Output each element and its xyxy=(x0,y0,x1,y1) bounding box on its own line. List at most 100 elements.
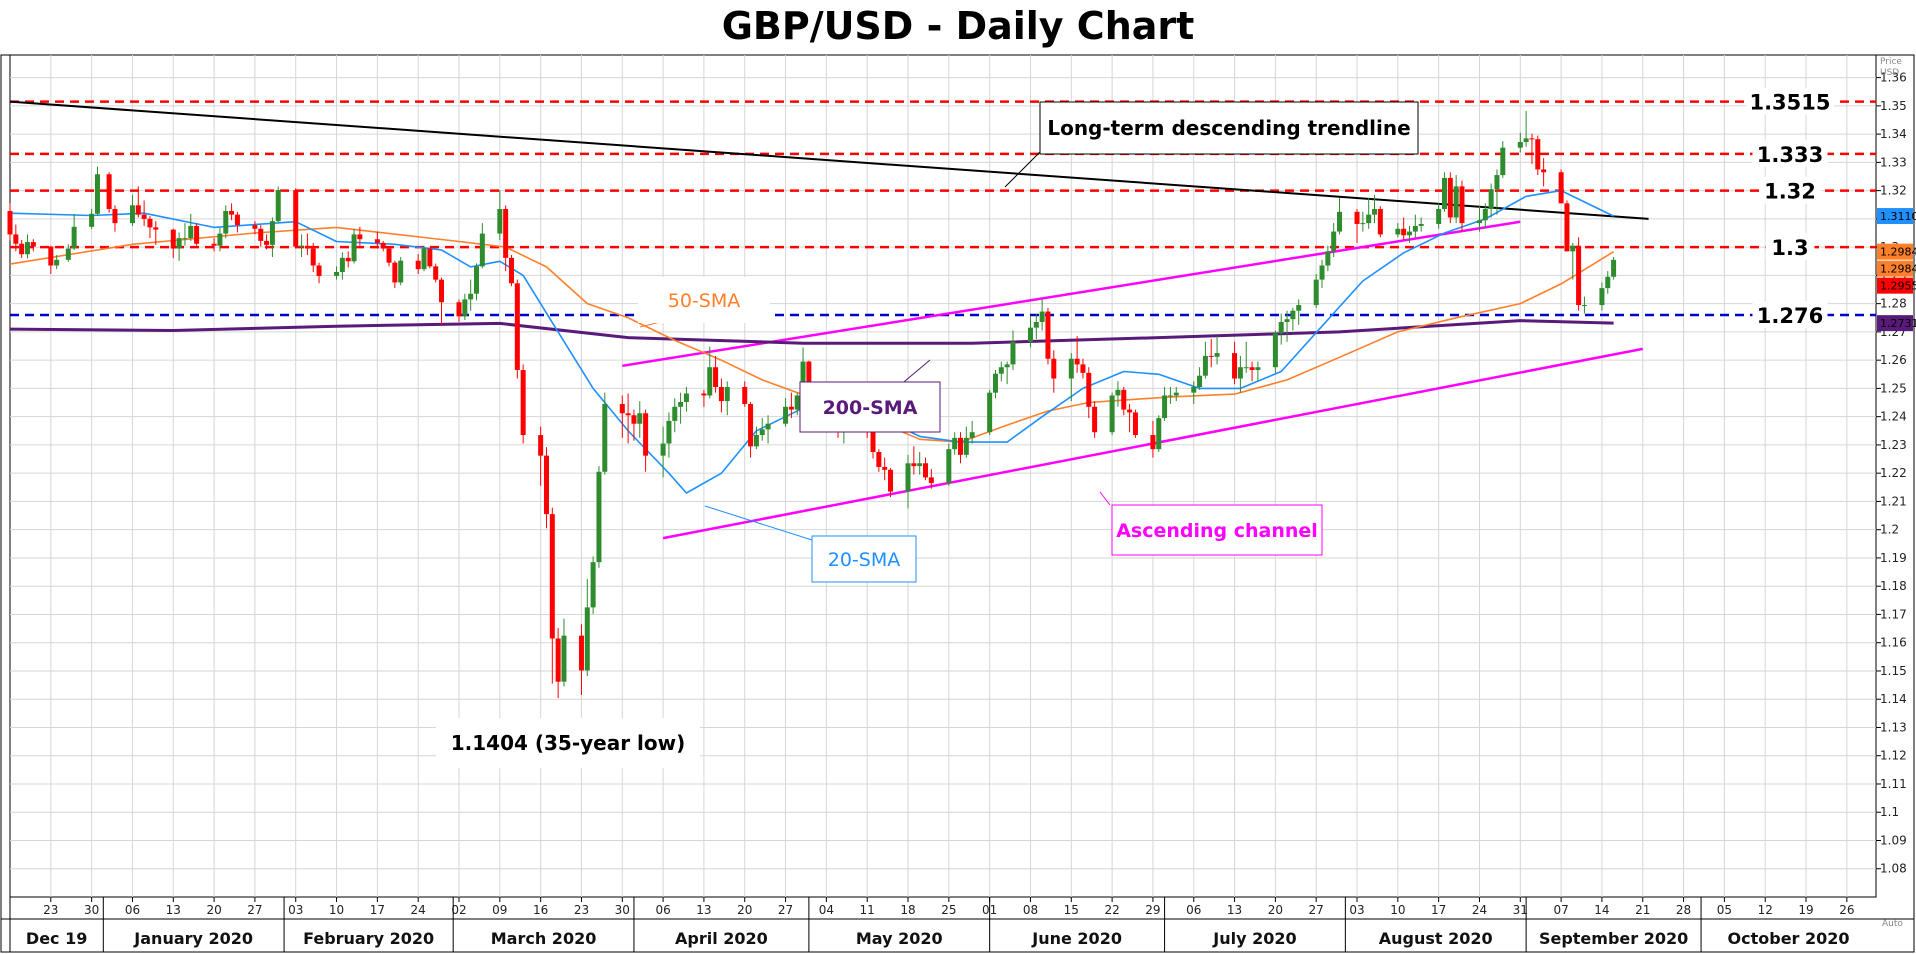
x-tick-label: 13 xyxy=(166,903,181,917)
candle-body xyxy=(1517,142,1523,148)
candle-body xyxy=(1214,353,1220,357)
candle-body xyxy=(1354,211,1360,224)
y-tick-label: 1.16 xyxy=(1880,636,1907,650)
level-label: 1.276 xyxy=(1757,304,1823,328)
candle-body xyxy=(7,210,13,235)
y-tick-label: 1.2 xyxy=(1880,523,1899,537)
x-tick-label: 13 xyxy=(1227,903,1242,917)
x-tick-label: 20 xyxy=(737,903,752,917)
candle-body xyxy=(1272,333,1278,368)
candle-body xyxy=(1051,358,1057,379)
candle-body xyxy=(1121,389,1127,410)
x-tick-label: 28 xyxy=(1676,903,1691,917)
y-tick-label: 1.19 xyxy=(1880,551,1907,565)
sma50-line xyxy=(9,226,1615,443)
level-label-bg xyxy=(1759,176,1821,204)
candle-body xyxy=(334,271,340,276)
candle-body xyxy=(701,393,707,396)
y-tick-label: 1.23 xyxy=(1880,438,1907,452)
x-tick-label: 09 xyxy=(492,903,507,917)
candle-body xyxy=(759,429,765,436)
x-tick-label: 17 xyxy=(370,903,385,917)
x-tick-label: 02 xyxy=(451,903,466,917)
candle-body xyxy=(13,234,19,244)
x-tick-label: 03 xyxy=(288,903,303,917)
candle-body xyxy=(1366,214,1372,224)
y-tick-label: 1.1 xyxy=(1880,805,1899,819)
candle-body xyxy=(1197,375,1203,387)
candle-body xyxy=(1027,327,1033,342)
level-label-bg xyxy=(1746,87,1834,115)
candle-body xyxy=(135,205,141,215)
candle-body xyxy=(1581,305,1587,307)
price-tag-bg xyxy=(1877,260,1913,277)
candle-body xyxy=(946,449,952,484)
candle-body xyxy=(1441,177,1447,209)
trendline-annotation-box xyxy=(1039,101,1419,155)
y-tick-label: 1.25 xyxy=(1880,381,1907,395)
x-tick-label: 24 xyxy=(1472,903,1487,917)
x-tick-label: 12 xyxy=(1758,903,1773,917)
level-label: 1.3515 xyxy=(1749,91,1830,115)
candle-body xyxy=(380,242,386,249)
descending-trendline xyxy=(9,100,1649,220)
candle-body xyxy=(345,257,351,262)
sma20-annotation-text: 20-SMA xyxy=(828,549,900,571)
candle-body xyxy=(468,293,474,300)
candle-body xyxy=(106,174,112,209)
month-label: January 2020 xyxy=(133,929,253,948)
x-tick-label: 03 xyxy=(1349,903,1364,917)
candle-body xyxy=(643,413,649,456)
candle-body xyxy=(1237,367,1243,379)
month-label: March 2020 xyxy=(491,929,597,948)
y-tick-label: 1.09 xyxy=(1880,833,1907,847)
level-label: 1.3 xyxy=(1771,236,1808,260)
candle-body xyxy=(870,432,876,452)
month-label: July 2020 xyxy=(1212,929,1296,948)
y-tick-label: 1.33 xyxy=(1880,155,1907,169)
y-tick-label: 1.18 xyxy=(1880,579,1907,593)
candle-body xyxy=(1407,231,1412,236)
candle-body xyxy=(275,190,281,222)
candle-body xyxy=(753,435,759,447)
candle-body xyxy=(182,238,188,240)
candle-body xyxy=(1162,395,1168,419)
y-tick-label: 1.24 xyxy=(1880,410,1907,424)
x-tick-label: 30 xyxy=(84,903,99,917)
price-axis-unit: USD xyxy=(1880,68,1899,78)
candle-body xyxy=(30,242,36,247)
price-tag-bg xyxy=(1877,208,1913,225)
month-label: October 2020 xyxy=(1728,929,1850,948)
candle-body xyxy=(386,248,392,263)
candle-body xyxy=(427,248,433,267)
candle-body xyxy=(252,225,258,229)
plot-frame xyxy=(9,54,1877,898)
candle-body xyxy=(888,469,894,492)
sma50-annotation-text: 50-SMA xyxy=(668,290,740,312)
x-tick-label: 27 xyxy=(778,903,793,917)
candle-body xyxy=(514,283,520,371)
candle-body xyxy=(707,367,713,396)
x-tick-label: 23 xyxy=(43,903,58,917)
candle-body xyxy=(1255,367,1261,371)
x-tick-label: 24 xyxy=(411,903,426,917)
candle-body xyxy=(65,248,71,260)
level-label: 1.32 xyxy=(1764,180,1816,204)
candle-body xyxy=(474,266,479,294)
candle-body xyxy=(1202,355,1208,376)
x-tick-label: 25 xyxy=(941,903,956,917)
candle-body xyxy=(188,225,194,239)
candle-body xyxy=(1167,395,1173,397)
candle-body xyxy=(415,260,421,270)
candle-body xyxy=(176,238,182,249)
x-tick-label: 04 xyxy=(819,903,834,917)
candle-body xyxy=(147,218,153,228)
price-tag-label: 1.2731 xyxy=(1880,317,1916,330)
candle-body xyxy=(211,243,217,246)
candle-body xyxy=(1459,186,1465,224)
candle-body xyxy=(299,245,305,247)
outer-frame xyxy=(0,54,1915,953)
candle-body xyxy=(374,239,380,243)
candle-body xyxy=(672,406,678,421)
candle-body xyxy=(94,174,100,214)
